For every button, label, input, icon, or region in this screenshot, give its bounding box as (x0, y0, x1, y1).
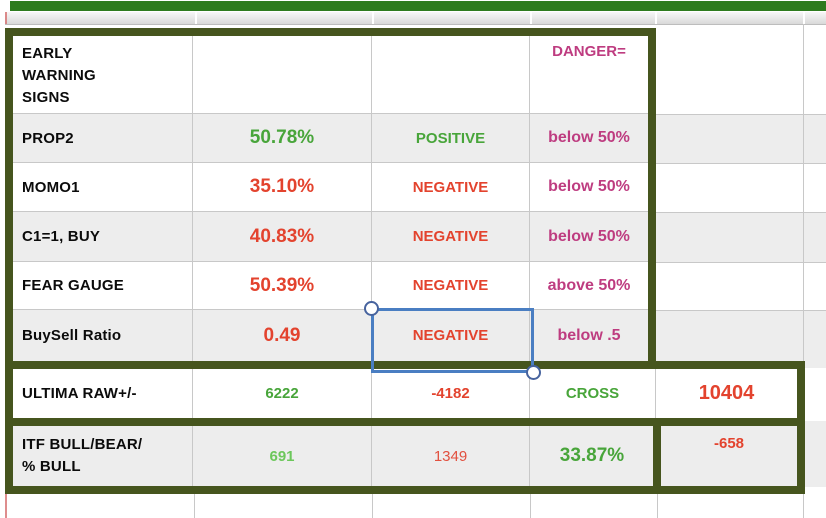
cell-itf-v3[interactable]: 33.87% (530, 426, 654, 486)
ultima-label: ULTIMA RAW+/- (22, 385, 137, 402)
cell-momo1-condition[interactable]: below 50% (530, 163, 648, 211)
prop2-label: PROP2 (22, 129, 74, 147)
cell-empty[interactable] (372, 36, 530, 113)
cell-ultima-v2[interactable]: -4182 (372, 369, 530, 418)
cell-region[interactable] (656, 114, 826, 163)
cell-buysell-condition[interactable]: below .5 (530, 310, 648, 361)
gridline (656, 114, 826, 115)
fear-status: NEGATIVE (412, 277, 489, 294)
gridline (657, 494, 658, 518)
cell-danger-header[interactable]: DANGER= (530, 36, 648, 113)
cell-prop2-status[interactable]: POSITIVE (372, 114, 530, 162)
prop2-value: 50.78% (249, 127, 315, 148)
itf-value1: 691 (269, 447, 295, 465)
strip-divider (195, 12, 197, 24)
cell-prop2-value[interactable]: 50.78% (193, 114, 372, 162)
cell-fear-label[interactable]: FEAR GAUGE (13, 262, 193, 309)
cell-itf-label[interactable]: ITF BULL/BEAR/ % BULL (13, 426, 193, 486)
gridline (194, 494, 195, 518)
cell-ultima-v3[interactable]: CROSS (530, 369, 656, 418)
gridline (656, 262, 826, 263)
c1-condition: below 50% (548, 227, 630, 245)
itf-value3: 33.87% (559, 445, 625, 466)
danger-label: DANGER= (552, 43, 626, 60)
ultima-value1: 6222 (265, 385, 299, 402)
cell-buysell-label[interactable]: BuySell Ratio (13, 310, 193, 361)
strip-divider (530, 12, 532, 24)
itf-value4: -658 (713, 435, 745, 452)
gridline (803, 24, 804, 518)
fear-label: FEAR GAUGE (22, 277, 125, 294)
cell-empty[interactable] (193, 36, 372, 113)
selection-handle-bottom-right[interactable] (526, 365, 541, 380)
cell-itf-v4[interactable]: -658 (661, 426, 797, 486)
cell-fear-status[interactable]: NEGATIVE (372, 262, 530, 309)
cell-ultima-v4[interactable]: 10404 (656, 369, 797, 418)
ultima-value3: CROSS (565, 385, 620, 402)
gridline (530, 494, 531, 518)
table-above-border (10, 1, 826, 11)
c1-value: 40.83% (249, 225, 315, 247)
gridline (656, 212, 826, 213)
cell-prop2-label[interactable]: PROP2 (13, 114, 193, 162)
cell-c1-label[interactable]: C1=1, BUY (13, 212, 193, 261)
buysell-status: NEGATIVE (412, 327, 489, 344)
gridline (656, 310, 826, 311)
prop2-status: POSITIVE (415, 129, 486, 147)
cell-momo1-status[interactable]: NEGATIVE (372, 163, 530, 211)
cell-prop2-condition[interactable]: below 50% (530, 114, 648, 162)
fear-value: 50.39% (249, 274, 315, 296)
cell-itf-v2[interactable]: 1349 (372, 426, 530, 486)
c1-status: NEGATIVE (412, 228, 489, 245)
fear-condition: above 50% (547, 276, 631, 294)
cell-itf-v1[interactable]: 691 (193, 426, 372, 486)
strip-divider (372, 12, 374, 24)
cell-region[interactable] (656, 310, 826, 368)
ultima-value4: 10404 (698, 382, 755, 404)
table-edge-marker (5, 494, 7, 518)
cell-c1-status[interactable]: NEGATIVE (372, 212, 530, 261)
cell-buysell-value[interactable]: 0.49 (193, 310, 372, 361)
cell-c1-value[interactable]: 40.83% (193, 212, 372, 261)
selection-handle-top-left[interactable] (364, 301, 379, 316)
buysell-condition: below .5 (557, 326, 621, 344)
cell-fear-value[interactable]: 50.39% (193, 262, 372, 309)
early-warning-title: EARLY WARNING SIGNS (22, 45, 96, 106)
strip-divider (655, 12, 657, 24)
momo1-label: MOMO1 (22, 178, 80, 196)
c1-label: C1=1, BUY (22, 228, 101, 245)
itf-label: ITF BULL/BEAR/ % BULL (22, 436, 143, 475)
strip-divider (803, 12, 805, 24)
momo1-status: NEGATIVE (412, 178, 489, 196)
cell-buysell-status[interactable]: NEGATIVE (372, 310, 530, 361)
cell-selection-rectangle[interactable] (371, 308, 534, 373)
buysell-label: BuySell Ratio (22, 327, 122, 344)
ultima-value2: -4182 (431, 385, 470, 402)
cell-momo1-value[interactable]: 35.10% (193, 163, 372, 211)
partial-cell-row[interactable] (5, 12, 826, 25)
cell-ultima-label[interactable]: ULTIMA RAW+/- (13, 369, 193, 418)
itf-neg-cell-box: -658 (653, 418, 805, 494)
cell-early-warning-label[interactable]: EARLY WARNING SIGNS (13, 36, 193, 113)
gridline (372, 494, 373, 518)
cell-c1-condition[interactable]: below 50% (530, 212, 648, 261)
cell-momo1-label[interactable]: MOMO1 (13, 163, 193, 211)
momo1-condition: below 50% (548, 178, 630, 195)
table-edge-marker (5, 12, 7, 24)
buysell-value: 0.49 (263, 324, 301, 346)
itf-value2: 1349 (433, 447, 468, 465)
cell-region[interactable] (656, 212, 826, 262)
gridline (656, 163, 826, 164)
momo1-value: 35.10% (249, 176, 315, 197)
cell-ultima-v1[interactable]: 6222 (193, 369, 372, 418)
early-warning-table: EARLY WARNING SIGNS DANGER= PROP2 50.78%… (5, 28, 656, 369)
itf-table: ITF BULL/BEAR/ % BULL 691 1349 33.87% (5, 418, 662, 494)
cell-fear-condition[interactable]: above 50% (530, 262, 648, 309)
prop2-condition: below 50% (548, 129, 630, 146)
